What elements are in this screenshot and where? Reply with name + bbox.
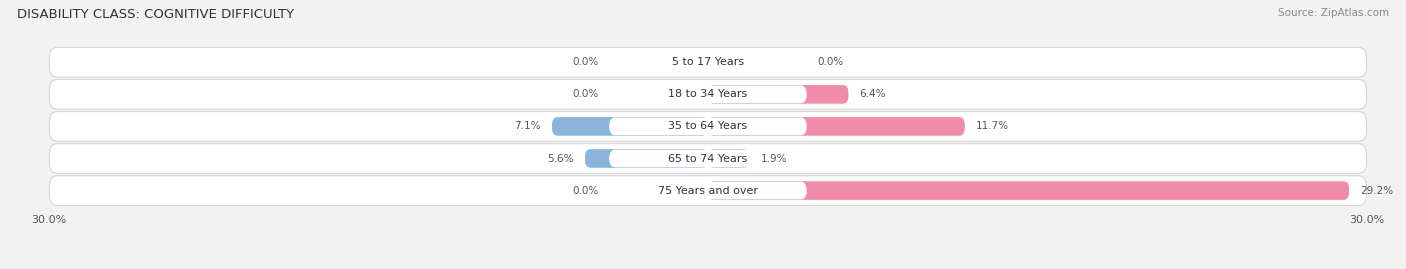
FancyBboxPatch shape xyxy=(609,182,807,199)
Text: 35 to 64 Years: 35 to 64 Years xyxy=(668,121,748,132)
Text: 65 to 74 Years: 65 to 74 Years xyxy=(668,154,748,164)
FancyBboxPatch shape xyxy=(609,86,807,103)
Text: 75 Years and over: 75 Years and over xyxy=(658,186,758,196)
FancyBboxPatch shape xyxy=(585,149,709,168)
FancyBboxPatch shape xyxy=(49,48,1367,77)
FancyBboxPatch shape xyxy=(709,149,749,168)
FancyBboxPatch shape xyxy=(553,117,709,136)
FancyBboxPatch shape xyxy=(709,85,848,104)
FancyBboxPatch shape xyxy=(49,176,1367,205)
FancyBboxPatch shape xyxy=(609,150,807,167)
Text: 7.1%: 7.1% xyxy=(515,121,541,132)
FancyBboxPatch shape xyxy=(609,54,807,71)
FancyBboxPatch shape xyxy=(709,117,965,136)
Text: 0.0%: 0.0% xyxy=(572,57,598,67)
Text: 5 to 17 Years: 5 to 17 Years xyxy=(672,57,744,67)
Text: Source: ZipAtlas.com: Source: ZipAtlas.com xyxy=(1278,8,1389,18)
FancyBboxPatch shape xyxy=(49,144,1367,173)
FancyBboxPatch shape xyxy=(49,80,1367,109)
Text: 0.0%: 0.0% xyxy=(572,186,598,196)
Text: 18 to 34 Years: 18 to 34 Years xyxy=(668,89,748,99)
Text: 29.2%: 29.2% xyxy=(1360,186,1393,196)
Text: 1.9%: 1.9% xyxy=(761,154,787,164)
Text: 0.0%: 0.0% xyxy=(572,89,598,99)
FancyBboxPatch shape xyxy=(609,118,807,135)
Text: 0.0%: 0.0% xyxy=(818,57,844,67)
Text: 6.4%: 6.4% xyxy=(859,89,886,99)
FancyBboxPatch shape xyxy=(709,181,1350,200)
Text: 11.7%: 11.7% xyxy=(976,121,1010,132)
Text: 5.6%: 5.6% xyxy=(547,154,574,164)
Text: DISABILITY CLASS: COGNITIVE DIFFICULTY: DISABILITY CLASS: COGNITIVE DIFFICULTY xyxy=(17,8,294,21)
FancyBboxPatch shape xyxy=(49,112,1367,141)
